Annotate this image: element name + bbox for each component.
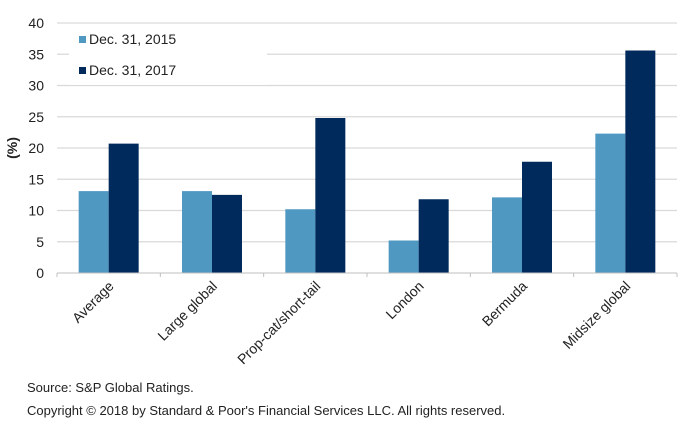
y-tick-label: 20 bbox=[28, 140, 44, 156]
bar-2015-bermuda bbox=[492, 197, 522, 273]
copyright-note: Copyright © 2018 by Standard & Poor's Fi… bbox=[27, 403, 506, 418]
y-tick-label: 40 bbox=[28, 15, 44, 31]
bar-2017-large-global bbox=[212, 194, 242, 273]
y-axis-label: (%) bbox=[4, 137, 20, 159]
legend: Dec. 31, 2015 Dec. 31, 2017 bbox=[69, 31, 267, 85]
x-tick-label: Average bbox=[69, 278, 117, 326]
bar-2015-prop-cat-short-tail bbox=[285, 209, 316, 273]
legend-swatch-2015 bbox=[79, 36, 86, 43]
bar-2015-average bbox=[78, 191, 109, 273]
bar-2017-average bbox=[108, 143, 139, 273]
legend-label-2017: Dec. 31, 2017 bbox=[89, 62, 176, 78]
x-axis bbox=[56, 272, 678, 277]
bar-chart: 0 5 10 15 20 25 30 35 40 Average Large global Prop… bbox=[4, 15, 678, 368]
y-tick-label: 10 bbox=[28, 203, 44, 219]
y-tick-label: 30 bbox=[28, 78, 44, 94]
y-tick-label: 35 bbox=[28, 46, 44, 62]
bar-2017-prop-cat-short-tail bbox=[315, 118, 346, 273]
x-tick-labels: Average Large global Prop-cat/short-tail Lo… bbox=[69, 278, 634, 368]
y-tick-label: 15 bbox=[28, 171, 44, 187]
bar-2015-london bbox=[388, 240, 419, 273]
x-tick-label: Midsize global bbox=[559, 278, 633, 352]
y-tick-label: 25 bbox=[28, 109, 44, 125]
legend-swatch-2017 bbox=[79, 67, 86, 74]
y-tick-label: 0 bbox=[36, 265, 44, 281]
legend-background bbox=[69, 33, 267, 85]
bars bbox=[78, 50, 656, 273]
bar-2017-london bbox=[418, 199, 449, 273]
bar-2015-midsize-global bbox=[595, 133, 626, 273]
x-tick-label: London bbox=[382, 278, 426, 322]
x-tick-label: Prop-cat/short-tail bbox=[234, 278, 323, 367]
y-tick-labels: 0 5 10 15 20 25 30 35 40 bbox=[28, 15, 44, 281]
source-note: Source: S&P Global Ratings. bbox=[27, 380, 194, 395]
bar-2015-large-global bbox=[182, 191, 212, 273]
legend-label-2015: Dec. 31, 2015 bbox=[89, 31, 176, 47]
y-tick-label: 5 bbox=[36, 234, 44, 250]
x-tick-label: Bermuda bbox=[479, 278, 531, 330]
bar-2017-bermuda bbox=[522, 161, 552, 273]
x-tick-label: Large global bbox=[154, 278, 220, 344]
bar-2017-midsize-global bbox=[625, 50, 656, 273]
